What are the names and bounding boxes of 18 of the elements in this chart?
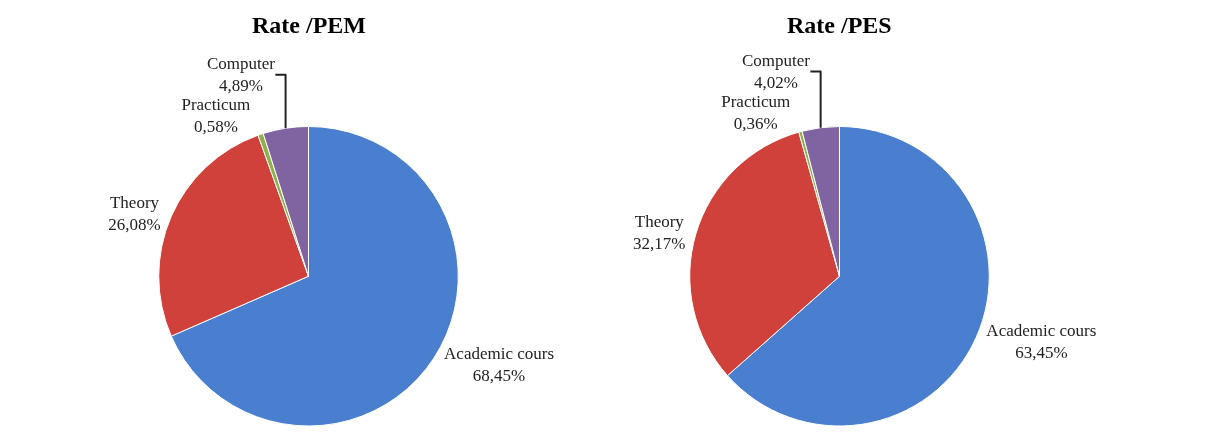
slice-label: Practicum	[181, 95, 251, 115]
data-label: 63,45%	[1015, 342, 1068, 362]
data-label: 32,17%	[633, 234, 686, 254]
slice-label: Practicum	[721, 91, 791, 111]
slice-label: Computer	[742, 50, 811, 70]
slice-label: Academic cours	[444, 343, 555, 363]
data-label: 4,89%	[219, 76, 263, 96]
data-label: 26,08%	[108, 215, 161, 235]
slice-label: Academic cours	[986, 320, 1097, 340]
data-label: 0,58%	[193, 117, 238, 137]
slice-label: Computer	[206, 54, 276, 74]
data-label: 4,02%	[754, 72, 798, 92]
slice-label: Theory	[109, 193, 160, 213]
slice-label: Theory	[634, 211, 685, 231]
data-label: 0,36%	[733, 114, 778, 134]
chart-title: Rate /PEM	[252, 12, 366, 38]
chart-title: Rate /PES	[787, 12, 892, 38]
data-label: 68,45%	[472, 365, 526, 385]
